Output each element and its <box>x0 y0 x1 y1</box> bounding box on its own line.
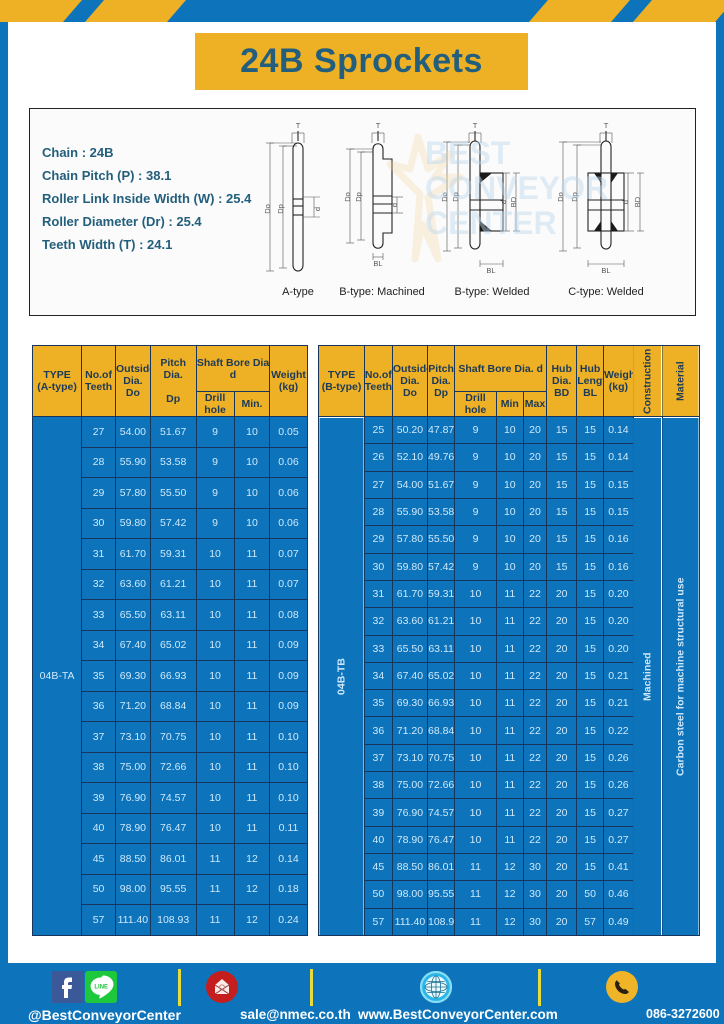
svg-text:BL: BL <box>486 266 495 275</box>
svg-text:Dp: Dp <box>276 204 285 214</box>
svg-text:T: T <box>296 121 301 130</box>
svg-text:Do: Do <box>343 192 352 202</box>
svg-text:B-type: Machined: B-type: Machined <box>339 286 425 298</box>
svg-text:BEST: BEST <box>425 135 511 171</box>
svg-text:CENTER: CENTER <box>425 205 557 241</box>
svg-text:d: d <box>313 207 322 211</box>
svg-text:LINE: LINE <box>94 985 108 991</box>
svg-text:CONVEYOR: CONVEYOR <box>425 170 608 206</box>
svg-text:Do: Do <box>263 204 272 214</box>
svg-text:BL: BL <box>601 266 610 275</box>
svg-text:C-type: Welded: C-type: Welded <box>568 286 644 298</box>
svg-text:B-type: Welded: B-type: Welded <box>454 286 529 298</box>
svg-text:A-type: A-type <box>282 286 314 298</box>
